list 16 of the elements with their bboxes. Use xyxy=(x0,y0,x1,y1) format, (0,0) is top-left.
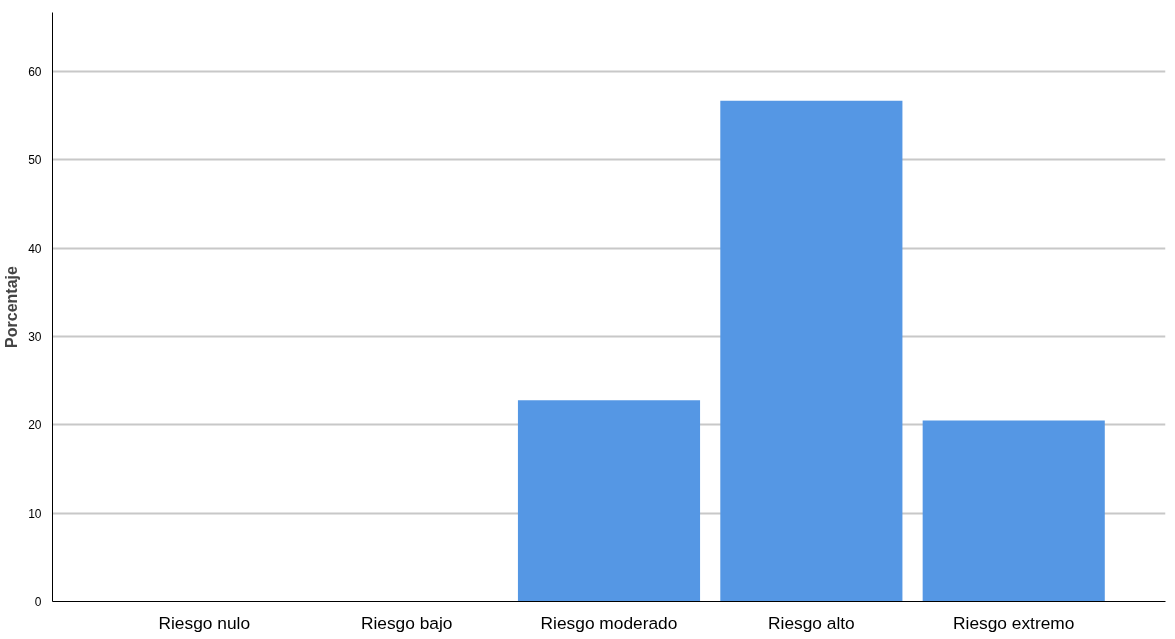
y-tick-label: 10 xyxy=(28,506,42,521)
y-tick-label: 30 xyxy=(28,330,42,345)
y-tick-label: 40 xyxy=(28,241,42,256)
x-tick-label: Riesgo bajo xyxy=(360,612,453,633)
y-tick-label: 20 xyxy=(28,418,42,433)
y-axis-title: Porcentaje xyxy=(3,265,21,348)
x-tick-label: Riesgo alto xyxy=(768,612,855,633)
x-tick-label: Riesgo nulo xyxy=(158,612,251,633)
y-tick-label: 60 xyxy=(28,65,42,80)
x-tick-label: Riesgo extremo xyxy=(953,612,1075,633)
bar xyxy=(720,100,903,602)
bar xyxy=(517,400,701,602)
x-tick-label: Riesgo moderado xyxy=(540,612,678,633)
bar xyxy=(922,420,1105,602)
y-tick-label: 0 xyxy=(34,595,42,609)
y-tick-label: 50 xyxy=(28,153,42,168)
